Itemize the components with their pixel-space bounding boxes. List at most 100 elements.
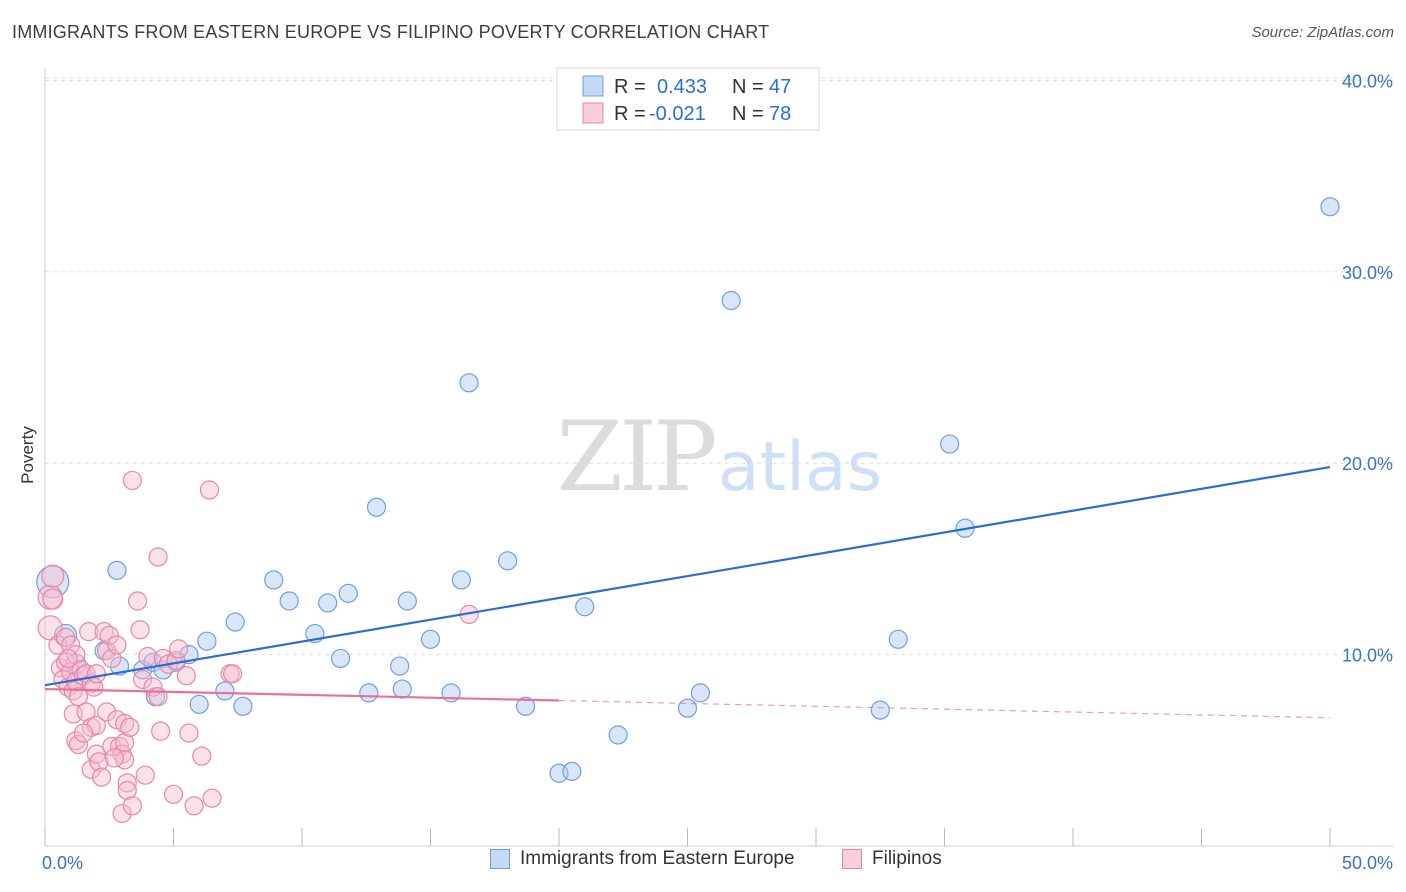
point-eastern-europe-41 [870,700,890,720]
legend-r-label-1: R = [614,103,646,125]
point-filipinos-47 [117,780,137,801]
watermark: ZIP atlas [556,401,882,513]
point-filipinos-54 [135,765,155,785]
point-filipinos-46 [117,773,137,793]
point-filipinos-5 [50,658,71,678]
point-filipinos-2 [41,564,65,588]
point-eastern-europe-36 [575,597,595,617]
point-filipinos-55 [138,646,158,667]
point-eastern-europe-27 [397,591,417,611]
point-eastern-europe-23 [359,683,379,703]
point-eastern-europe-15 [225,612,245,632]
point-filipinos-43 [115,713,135,734]
point-filipinos-3 [42,588,64,610]
watermark-atlas: atlas [718,428,882,507]
point-filipinos-48 [120,717,140,737]
legend-item-eastern-europe: Immigrants from Eastern Europe [490,848,795,870]
trend-line-filipinos-solid [44,687,560,702]
point-filipinos-35 [99,625,119,646]
y-tick-label-1: 20.0% [1342,454,1393,474]
point-filipinos-32 [94,622,114,642]
point-filipinos-16 [68,687,89,707]
tick-labels: 10.0% 20.0% 30.0% 40.0% 0.0% 50.0% [42,71,1393,873]
point-eastern-europe-38 [677,698,698,718]
point-eastern-europe-13 [197,631,217,651]
point-filipinos-51 [127,591,148,611]
chart-title: IMMIGRANTS FROM EASTERN EUROPE VS FILIPI… [12,22,770,42]
point-filipinos-50 [122,796,142,816]
point-eastern-europe-20 [318,593,338,613]
point-filipinos-37 [102,736,122,757]
legend-swatch-filipinos [842,849,862,869]
point-filipinos-59 [151,721,171,741]
x-tick-label-0: 0.0% [42,853,83,873]
y-tick-label-3: 40.0% [1342,71,1393,91]
point-eastern-europe-37 [608,725,628,745]
point-eastern-europe-4 [107,560,127,580]
point-filipinos-74 [86,664,107,684]
trend-lines [44,465,1331,719]
point-filipinos-29 [86,744,107,764]
point-eastern-europe-42 [888,629,908,649]
legend-r-value-1: -0.021 [649,103,706,125]
point-eastern-europe-45 [1320,197,1340,217]
point-eastern-europe-0 [36,565,70,599]
point-filipinos-23 [79,622,99,642]
watermark-zip: ZIP [556,401,715,513]
point-filipinos-57 [148,547,168,567]
point-filipinos-22 [76,702,96,722]
point-eastern-europe-40 [721,290,741,311]
source-label: Source: ZipAtlas.com [1251,24,1394,41]
point-filipinos-18 [68,734,89,755]
legend-n-label-1: N = [732,103,764,125]
y-tick-label-0: 10.0% [1342,646,1393,666]
legend-top: R = 0.433 N = 47 R = -0.021 N = 78 [556,67,820,131]
legend-label-filipinos: Filipinos [872,848,942,869]
point-filipinos-68 [192,746,212,766]
point-eastern-europe-33 [515,696,536,716]
point-filipinos-49 [122,470,142,491]
point-eastern-europe-31 [459,373,479,393]
point-eastern-europe-16 [233,696,253,716]
point-eastern-europe-22 [338,583,358,603]
point-filipinos-31 [91,767,112,787]
point-eastern-europe-5 [109,656,130,676]
legend-n-label-0: N = [732,76,764,98]
point-eastern-europe-14 [215,681,235,701]
point-eastern-europe-24 [366,497,387,517]
legend-label-eastern-europe: Immigrants from Eastern Europe [520,848,795,869]
legend-r-value-0: 0.433 [657,76,707,98]
bottom-legend: Immigrants from Eastern Europe Filipinos [0,848,1406,880]
point-filipinos-69 [199,480,220,500]
point-filipinos-26 [81,759,101,780]
legend-swatch-blue [582,75,604,97]
point-eastern-europe-18 [279,591,299,611]
point-eastern-europe-26 [392,679,412,699]
point-eastern-europe-32 [498,551,518,571]
point-filipinos-30 [89,752,109,772]
point-filipinos-64 [169,639,189,659]
point-filipinos-52 [130,620,150,640]
point-filipinos-67 [184,796,204,816]
grid-lines [45,77,1393,656]
point-eastern-europe-25 [390,656,410,676]
point-eastern-europe-30 [451,570,471,590]
legend-r-label-0: R = [614,76,646,98]
legend-item-filipinos: Filipinos [842,848,942,870]
point-filipinos-77 [58,648,78,669]
point-filipinos-65 [176,666,196,686]
point-filipinos-66 [179,723,199,743]
point-filipinos-38 [107,635,127,655]
point-filipinos-34 [97,702,117,722]
point-filipinos-70 [202,788,222,808]
trend-line-eastern-europe [44,465,1331,687]
axes [44,68,1393,847]
legend-n-value-1: 78 [769,103,791,125]
point-filipinos-53 [133,669,153,690]
point-filipinos-75 [73,723,94,743]
point-filipinos-76 [104,748,124,768]
legend-n-value-0: 47 [769,76,791,98]
legend-swatch-eastern-europe [490,849,510,869]
point-eastern-europe-35 [562,761,582,781]
